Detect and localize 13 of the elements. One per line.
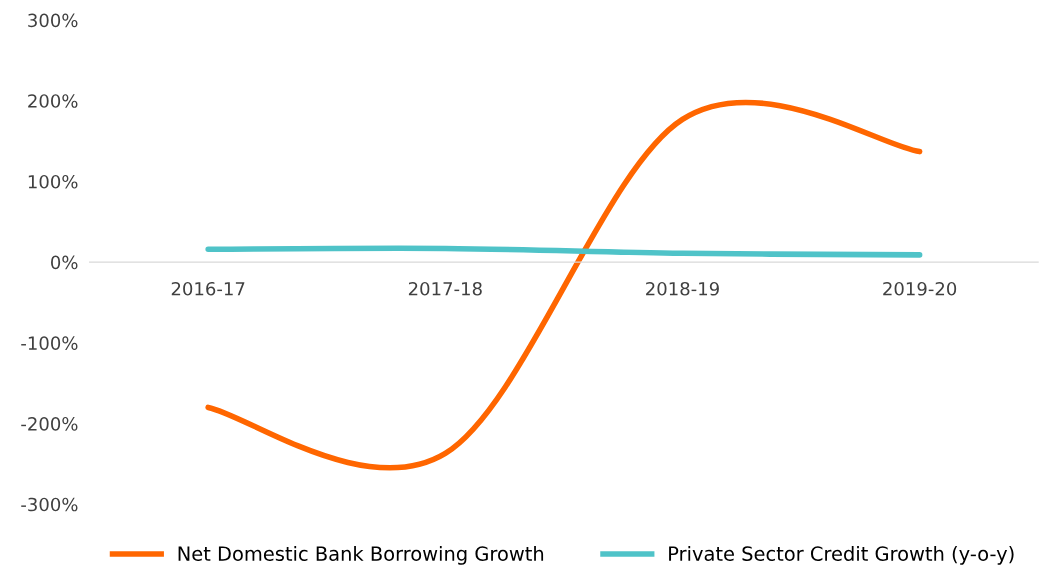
- x-tick-label: 2017-18: [408, 281, 482, 296]
- legend-label: Private Sector Credit Growth (y-o-y): [669, 545, 1014, 565]
- x-tick-label: 2016-17: [171, 281, 245, 296]
- y-tick-label: 0%: [51, 255, 78, 270]
- y-tick-label: 200%: [28, 94, 78, 108]
- y-tick-label: -200%: [21, 417, 78, 431]
- y-tick-label: -100%: [21, 336, 78, 350]
- y-tick-label: 300%: [28, 13, 78, 28]
- y-tick-label: -300%: [21, 497, 78, 512]
- x-tick-label: 2018-19: [646, 281, 719, 296]
- y-tick-label: 100%: [28, 174, 78, 189]
- x-tick-label: 2019-20: [883, 281, 957, 296]
- legend-label: Net Domestic Bank Borrowing Growth: [178, 545, 544, 565]
